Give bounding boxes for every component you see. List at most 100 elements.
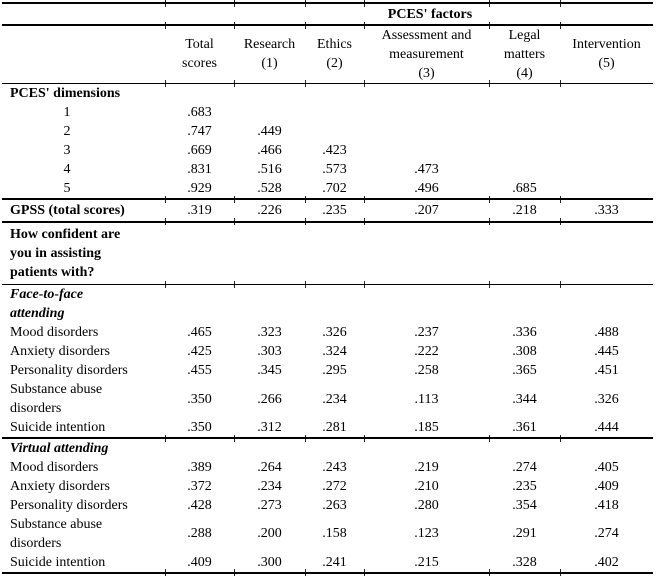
value-cell: .207: [414, 202, 439, 218]
column-boundary-tick: [560, 21, 561, 29]
value-cell: .831: [187, 162, 212, 178]
column-boundary-tick: [489, 434, 490, 442]
value-cell: .402: [594, 554, 619, 570]
column-boundary-tick: [489, 195, 490, 203]
column-boundary-tick: [234, 195, 235, 203]
value-cell: .365: [512, 363, 537, 379]
column-boundary-tick: [305, 195, 306, 203]
row-label: How confident are you in assisting patie…: [10, 226, 121, 280]
row-label: Suicide intention: [10, 420, 106, 436]
row-label: Anxiety disorders: [10, 478, 110, 494]
value-cell: .465: [187, 325, 212, 341]
table-row: Mood disorders .465 .323 .326 .237 .336 …: [2, 323, 653, 342]
column-boundary-tick: [364, 569, 365, 577]
value-cell: .243: [322, 459, 347, 475]
value-cell: .451: [594, 363, 619, 379]
row-label: Mood disorders: [10, 325, 99, 341]
value-cell: .344: [512, 391, 537, 407]
table-row: Substance abuse disorders .350 .266 .234…: [2, 380, 653, 418]
column-header-assessment-measurement: Assessment and measurement (3): [381, 27, 472, 81]
value-cell: .516: [257, 162, 282, 178]
table-row: Virtual attending: [2, 439, 653, 458]
section-rule: [2, 195, 653, 203]
value-cell: .350: [187, 391, 212, 407]
spanner-title: PCES' factors: [387, 6, 473, 22]
table-row: Anxiety disorders .425 .303 .324 .222 .3…: [2, 342, 653, 361]
value-cell: .455: [187, 363, 212, 379]
column-boundary-tick: [560, 195, 561, 203]
row-label: 2: [63, 124, 71, 140]
column-boundary-tick: [234, 21, 235, 29]
column-boundary-tick: [364, 195, 365, 203]
value-cell: .185: [414, 420, 439, 436]
column-boundary-tick: [489, 218, 490, 226]
table-row: 1 .683: [2, 103, 653, 122]
value-cell: .409: [187, 554, 212, 570]
spanner-row: PCES' factors: [2, 4, 653, 24]
row-label: Substance abuse disorders: [10, 382, 103, 417]
table-row: 2 .747 .449: [2, 122, 653, 141]
value-cell: .263: [322, 497, 347, 513]
value-cell: .449: [257, 124, 282, 140]
value-cell: .466: [257, 143, 282, 159]
column-boundary-tick: [165, 434, 166, 442]
column-boundary-tick: [165, 569, 166, 577]
value-cell: .444: [594, 420, 619, 436]
column-boundary-tick: [305, 281, 306, 289]
value-cell: .423: [322, 143, 347, 159]
value-cell: .280: [414, 497, 439, 513]
column-boundary-tick: [560, 218, 561, 226]
column-boundary-tick: [234, 218, 235, 226]
table-row: Anxiety disorders .372 .234 .272 .210 .2…: [2, 477, 653, 496]
column-boundary-tick: [234, 281, 235, 289]
value-cell: .219: [414, 459, 439, 475]
value-cell: .218: [512, 202, 537, 218]
column-boundary-tick: [165, 80, 166, 88]
column-boundary-tick: [364, 218, 365, 226]
value-cell: .319: [187, 202, 212, 218]
value-cell: .272: [322, 478, 347, 494]
table-row: How confident are you in assisting patie…: [2, 223, 653, 284]
row-label: Personality disorders: [10, 497, 128, 513]
value-cell: .312: [257, 420, 282, 436]
value-cell: .273: [257, 497, 282, 513]
value-cell: .235: [512, 478, 537, 494]
table-row: Personality disorders .428 .273 .263 .28…: [2, 496, 653, 515]
header-spacer: [2, 26, 165, 83]
value-cell: .328: [512, 554, 537, 570]
header-rule: [2, 80, 653, 88]
table-row: Mood disorders .389 .264 .243 .219 .274 …: [2, 458, 653, 477]
column-boundary-tick: [489, 569, 490, 577]
value-cell: .669: [187, 143, 212, 159]
row-label: Face-to-face attending: [10, 287, 84, 322]
row-label: Virtual attending: [10, 440, 109, 456]
row-label: GPSS (total scores): [10, 202, 125, 218]
column-boundary-tick: [234, 0, 235, 7]
value-cell: .308: [512, 344, 537, 360]
value-cell: .354: [512, 497, 537, 513]
row-label: 4: [63, 162, 71, 178]
column-boundary-tick: [165, 0, 166, 7]
value-cell: .222: [414, 344, 439, 360]
value-cell: .226: [257, 202, 282, 218]
column-boundary-tick: [560, 80, 561, 88]
value-cell: .372: [187, 478, 212, 494]
value-cell: .428: [187, 497, 212, 513]
value-cell: .473: [414, 162, 439, 178]
value-cell: .702: [322, 181, 347, 197]
value-cell: .323: [257, 325, 282, 341]
value-cell: .303: [257, 344, 282, 360]
column-boundary-tick: [234, 569, 235, 577]
value-cell: .295: [322, 363, 347, 379]
value-cell: .350: [187, 420, 212, 436]
row-label: Substance abuse disorders: [10, 516, 103, 551]
value-cell: .683: [187, 105, 212, 121]
column-boundary-tick: [305, 434, 306, 442]
value-cell: .123: [414, 526, 439, 542]
value-cell: .113: [414, 391, 439, 407]
section-rule: [2, 434, 653, 442]
column-header-row: Total scores Research (1) Ethics (2) Ass…: [2, 26, 653, 83]
value-cell: .235: [322, 202, 347, 218]
value-cell: .389: [187, 459, 212, 475]
